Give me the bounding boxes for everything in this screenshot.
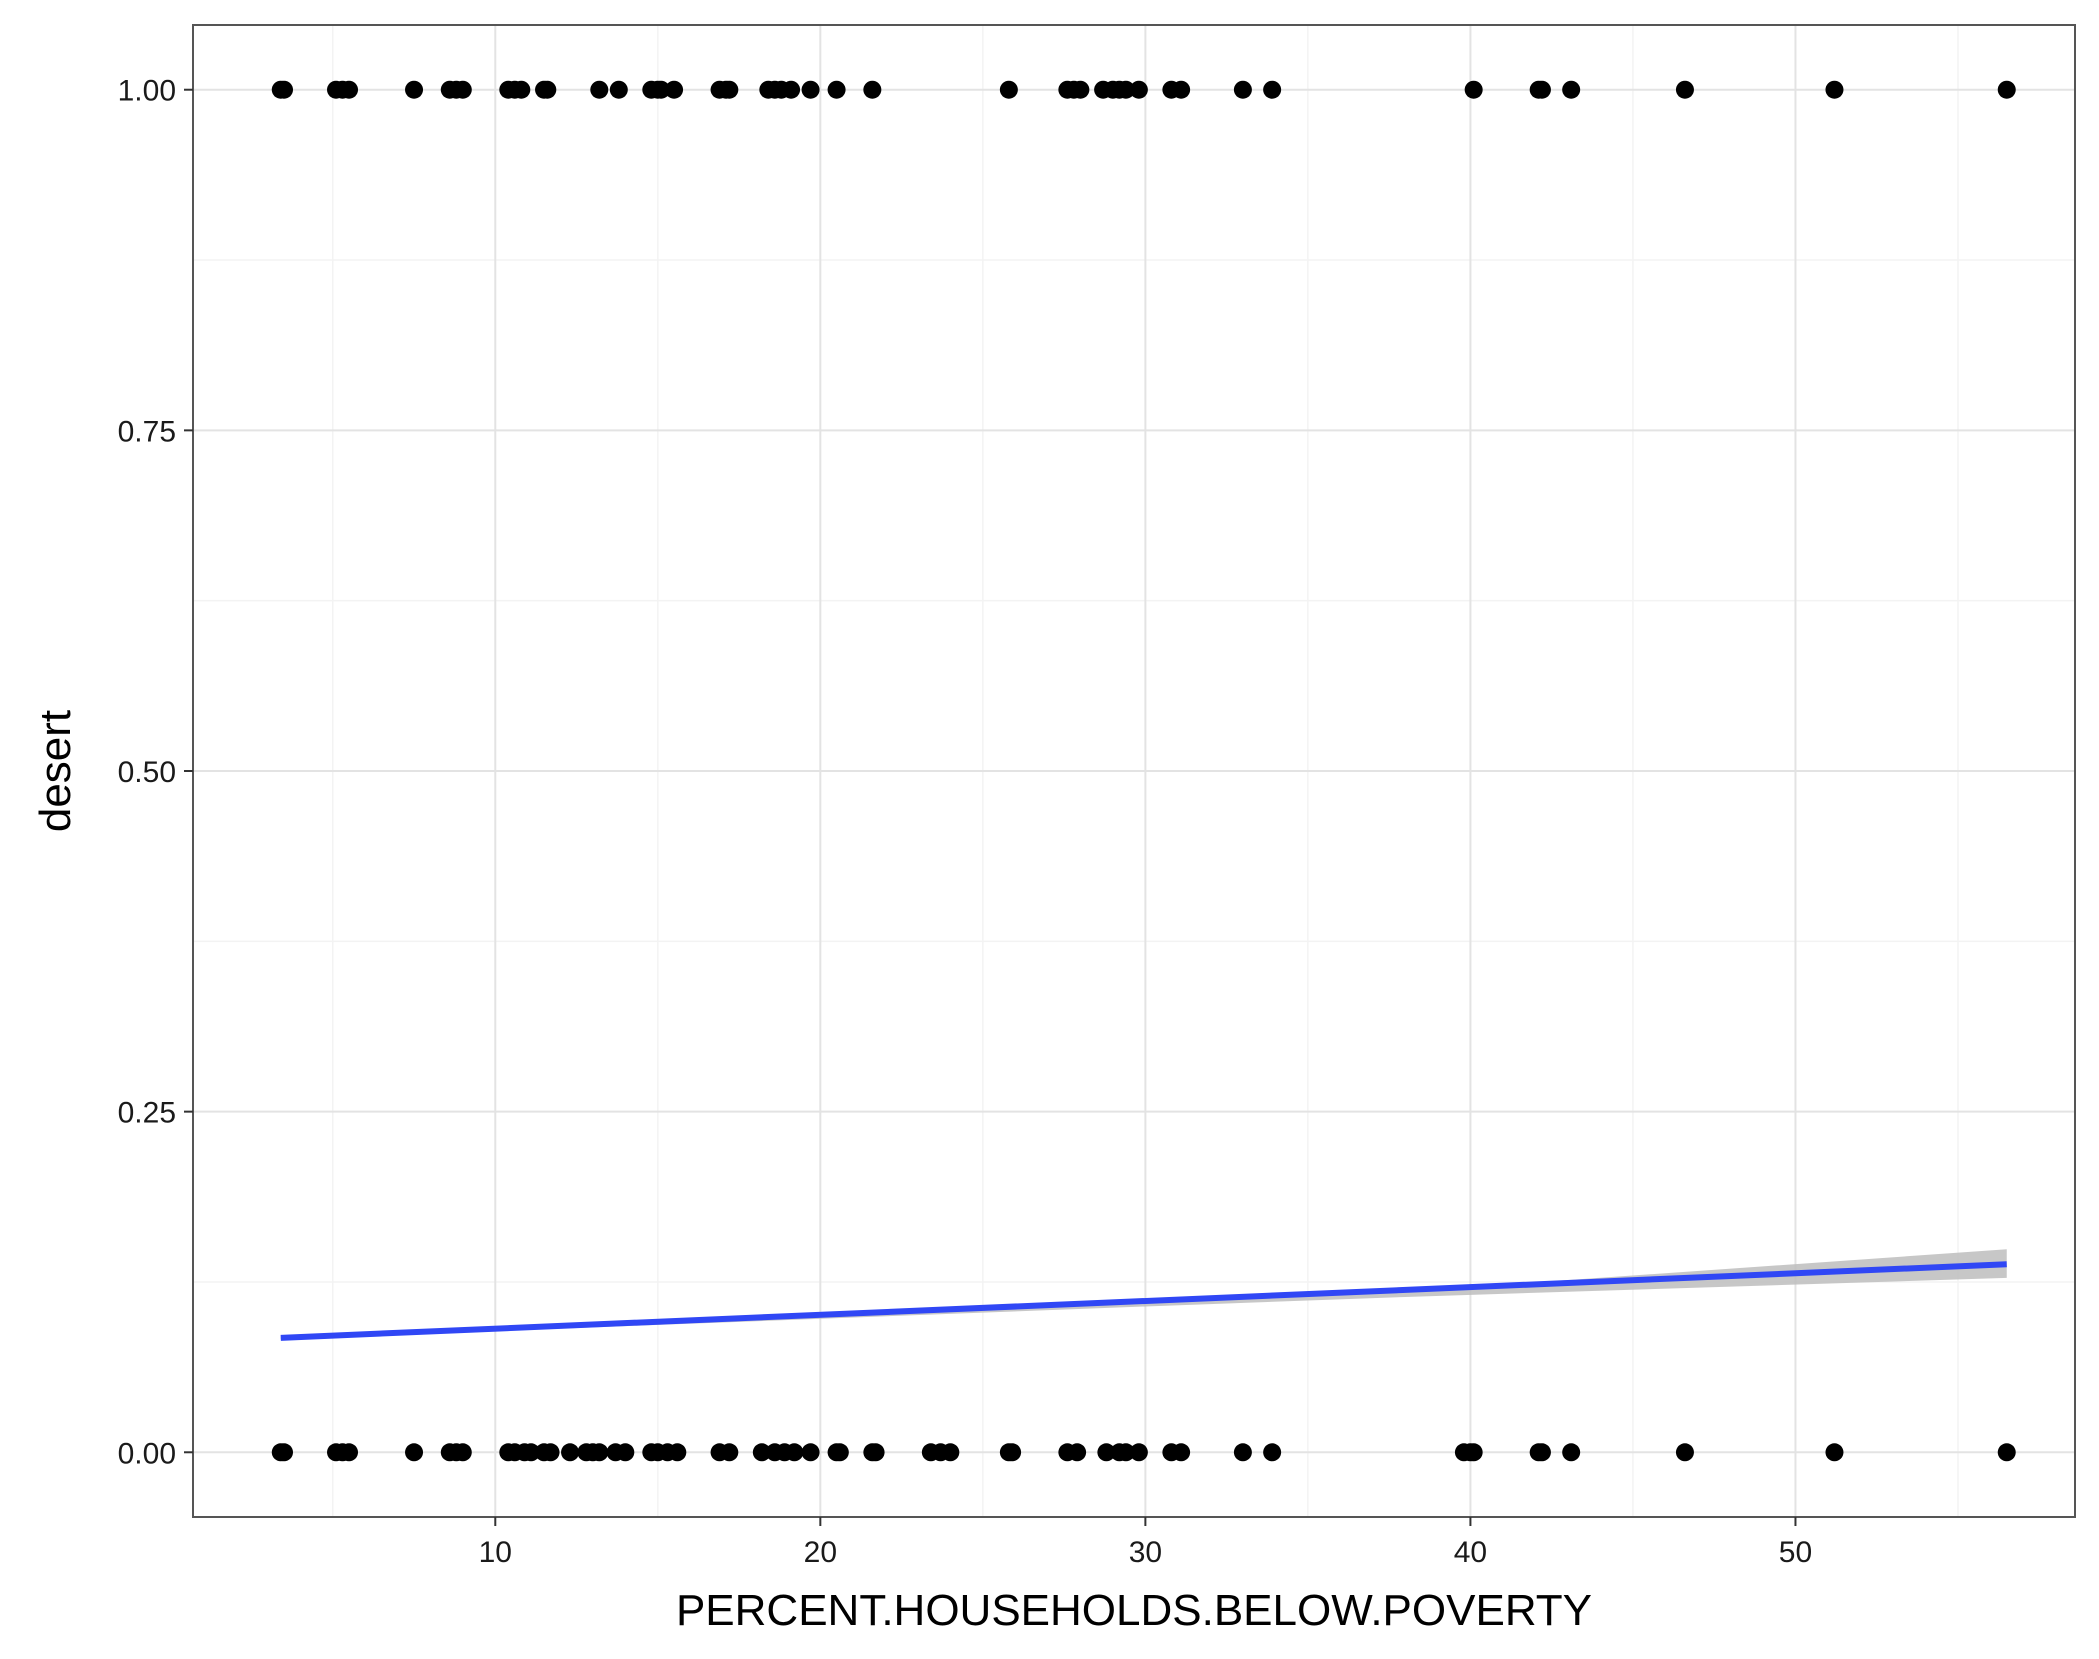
data-points — [271, 80, 2016, 1462]
y-tick-label: 0.50 — [118, 756, 176, 789]
x-tick-label: 40 — [1454, 1536, 1487, 1569]
data-point — [1263, 80, 1282, 99]
data-point — [541, 1443, 560, 1462]
data-point — [340, 80, 359, 99]
data-point — [275, 80, 294, 99]
data-point — [340, 1443, 359, 1462]
data-point — [1129, 80, 1148, 99]
data-point — [1825, 1443, 1844, 1462]
data-point — [405, 1443, 424, 1462]
data-point — [652, 80, 671, 99]
y-axis: 0.00 0.25 0.50 0.75 1.00 — [118, 75, 193, 1470]
y-tick-label: 0.25 — [118, 1097, 176, 1130]
data-point — [801, 1443, 820, 1462]
data-point — [1825, 80, 1844, 99]
data-point — [999, 80, 1018, 99]
data-point — [405, 80, 424, 99]
data-point — [1172, 80, 1191, 99]
fit-line — [280, 1261, 2007, 1341]
data-point — [1464, 1443, 1483, 1462]
data-point — [668, 1443, 687, 1462]
data-point — [863, 80, 882, 99]
fit-line-path — [280, 1261, 2007, 1341]
data-point — [1071, 80, 1090, 99]
data-point — [1003, 1443, 1022, 1462]
data-point — [941, 1443, 960, 1462]
y-tick-label: 1.00 — [118, 75, 176, 108]
data-point — [866, 1443, 885, 1462]
data-point — [827, 80, 846, 99]
data-point — [720, 1443, 739, 1462]
x-axis-title: PERCENT.HOUSEHOLDS.BELOW.POVERTY — [676, 1586, 1592, 1635]
data-point — [453, 80, 472, 99]
data-point — [1116, 1443, 1135, 1462]
data-point — [801, 80, 820, 99]
data-point — [522, 1443, 541, 1462]
data-point — [1172, 1443, 1191, 1462]
data-point — [1233, 80, 1252, 99]
data-point — [1675, 1443, 1694, 1462]
y-axis-title: desert — [31, 710, 80, 832]
data-point — [1997, 1443, 2016, 1462]
data-point — [665, 80, 684, 99]
data-point — [512, 80, 531, 99]
y-tick-label: 0.00 — [118, 1437, 176, 1470]
data-point — [1562, 1443, 1581, 1462]
x-tick-label: 20 — [804, 1536, 837, 1569]
data-point — [830, 1443, 849, 1462]
y-tick-label: 0.75 — [118, 415, 176, 448]
data-point — [1997, 80, 2016, 99]
x-tick-label: 30 — [1129, 1536, 1162, 1569]
data-point — [1263, 1443, 1282, 1462]
x-tick-label: 50 — [1779, 1536, 1812, 1569]
data-point — [1562, 80, 1581, 99]
data-point — [1532, 1443, 1551, 1462]
data-point — [1129, 1443, 1148, 1462]
data-point — [785, 1443, 804, 1462]
data-point — [1532, 80, 1551, 99]
data-point — [1116, 80, 1135, 99]
data-point — [1068, 1443, 1087, 1462]
data-point — [1097, 1443, 1116, 1462]
data-point — [1675, 80, 1694, 99]
data-point — [609, 80, 628, 99]
data-point — [275, 1443, 294, 1462]
major-gridlines — [193, 25, 2075, 1517]
data-point — [453, 1443, 472, 1462]
x-tick-label: 10 — [479, 1536, 512, 1569]
data-point — [1464, 80, 1483, 99]
data-point — [752, 1443, 771, 1462]
data-point — [561, 1443, 580, 1462]
data-point — [590, 1443, 609, 1462]
data-point — [538, 80, 557, 99]
data-point — [590, 80, 609, 99]
data-point — [782, 80, 801, 99]
x-axis: 10 20 30 40 50 — [479, 1517, 1812, 1569]
data-point — [1233, 1443, 1252, 1462]
data-point — [616, 1443, 635, 1462]
data-point — [720, 80, 739, 99]
